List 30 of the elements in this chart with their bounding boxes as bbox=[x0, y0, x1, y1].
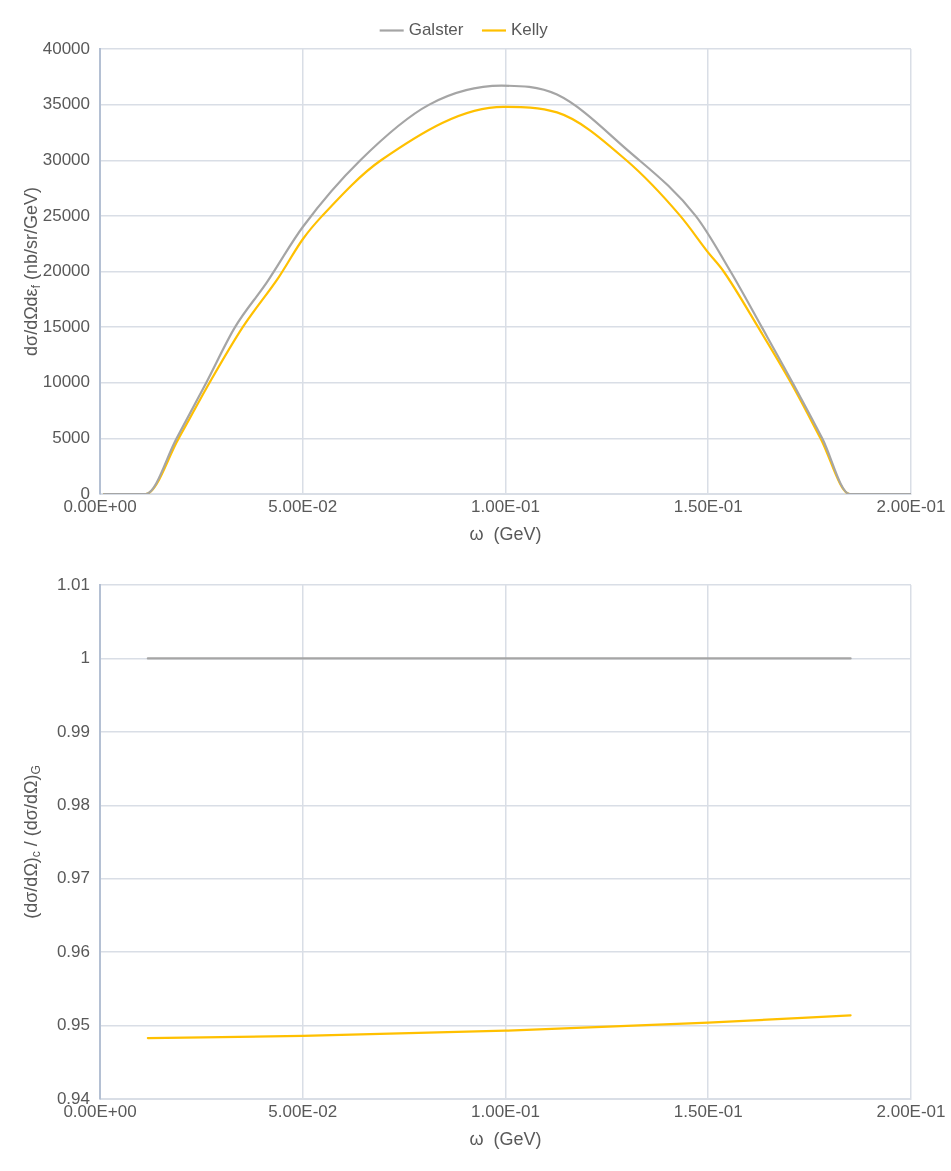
y-tick-label: 1 bbox=[80, 648, 90, 668]
x-tick-label: 1.50E-01 bbox=[673, 1101, 743, 1121]
y-axis-title: (dσ/dΩ)c / (dσ/dΩ)G bbox=[20, 765, 44, 919]
legend-label: Galster bbox=[408, 20, 464, 40]
line-series bbox=[146, 1014, 852, 1040]
y-tick-label: 0.98 bbox=[56, 794, 90, 814]
x-axis-title: ω (GeV) bbox=[469, 524, 542, 545]
y-tick-label: 1.01 bbox=[56, 574, 90, 594]
y-tick-label: 0.99 bbox=[56, 721, 90, 741]
y-axis-title: dσ/dΩdεf (nb/sr/GeV) bbox=[20, 187, 44, 356]
y-tick-label: 25000 bbox=[42, 205, 90, 225]
x-tick-label: 2.00E-01 bbox=[876, 1101, 946, 1121]
x-tick-label: 2.00E-01 bbox=[876, 496, 946, 516]
x-tick-label: 1.50E-01 bbox=[673, 496, 743, 516]
x-tick-label: 5.00E-02 bbox=[268, 1101, 338, 1121]
x-tick-label: 1.00E-01 bbox=[471, 1101, 540, 1121]
y-tick-label: 10000 bbox=[42, 372, 90, 392]
x-tick-label: 5.00E-02 bbox=[268, 496, 338, 516]
y-tick-label: 30000 bbox=[42, 149, 90, 169]
legend-label: Kelly bbox=[510, 20, 549, 40]
y-tick-label: 0.97 bbox=[56, 868, 90, 888]
y-tick-label: 40000 bbox=[42, 38, 90, 58]
x-tick-label: 1.00E-01 bbox=[471, 496, 540, 516]
y-tick-label: 15000 bbox=[42, 316, 90, 336]
y-tick-label: 0.96 bbox=[56, 941, 90, 961]
y-tick-label: 20000 bbox=[42, 261, 90, 281]
x-axis-title: ω (GeV) bbox=[469, 1129, 542, 1150]
y-tick-label: 0.95 bbox=[56, 1015, 90, 1035]
y-tick-label: 35000 bbox=[42, 94, 90, 114]
y-tick-label: 5000 bbox=[52, 428, 90, 448]
